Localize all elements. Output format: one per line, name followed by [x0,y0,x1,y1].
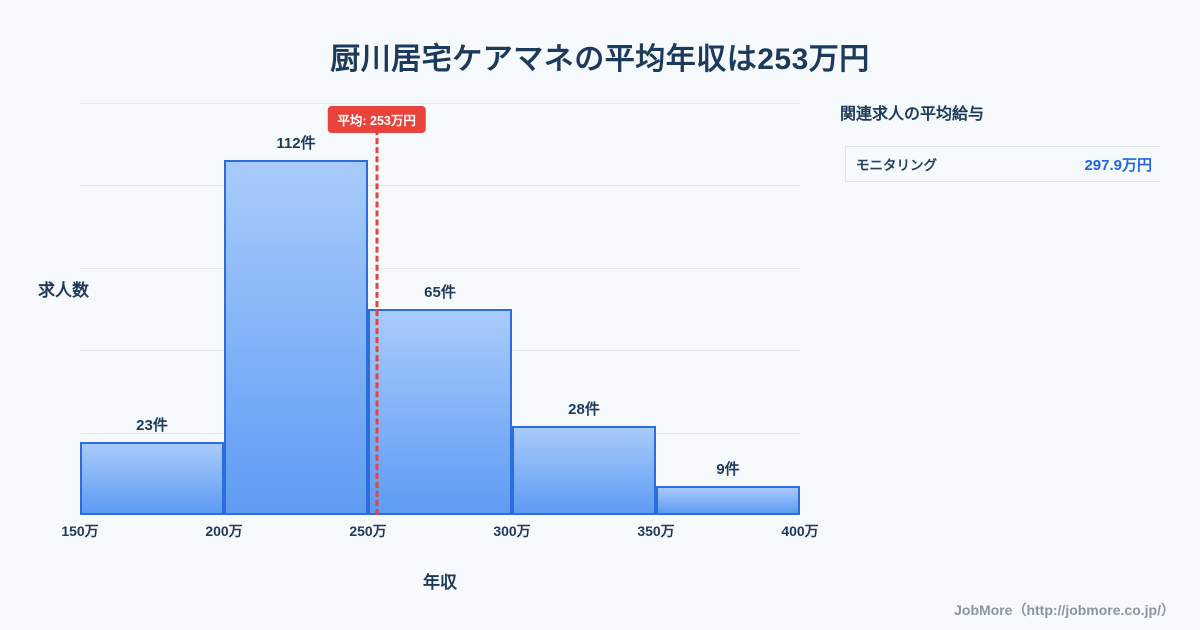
bar-value-label: 112件 [276,135,316,153]
bar-value-label: 28件 [568,401,600,419]
x-tick-label: 250万 [349,523,387,539]
related-jobs-panel-title: 関連求人の平均給与 [840,106,985,123]
x-tick-label: 350万 [637,523,675,539]
histogram-plot-area: 23件 112件 65件 28件 9件 平均: 253万円 [80,103,800,515]
related-job-salary: 297.9万円 [1084,156,1152,174]
bar-value-label: 23件 [136,417,168,435]
bar-value-label: 65件 [424,284,456,301]
gridline [80,185,800,187]
related-job-label: モニタリング [856,158,937,173]
histogram-bar [368,309,512,515]
average-label: 平均: 253万円 [327,106,426,133]
x-axis-label: 年収 [423,573,457,592]
x-tick-label: 400万 [781,523,819,539]
gridline [80,267,800,269]
related-job-row: モニタリング 297.9万円 [845,146,1160,182]
average-line [375,111,379,515]
x-axis-ticks: 150万 200万 250万 300万 350万 400万 [61,521,818,541]
histogram-bar [224,160,368,515]
y-axis-label: 求人数 [38,281,89,300]
histogram-bar [80,442,224,515]
footer-credit: JobMore（http://jobmore.co.jp/） [954,602,1175,618]
x-tick-label: 300万 [493,523,531,539]
gridline [80,103,800,104]
histogram-bar [512,426,656,515]
x-tick-label: 150万 [61,523,99,539]
bar-value-label: 9件 [716,461,740,479]
histogram-bar [656,486,800,515]
page-title: 厨川居宅ケアマネの平均年収は253万円 [330,43,870,76]
x-tick-label: 200万 [205,523,243,539]
related-jobs-panel: モニタリング 297.9万円 [845,146,1160,182]
